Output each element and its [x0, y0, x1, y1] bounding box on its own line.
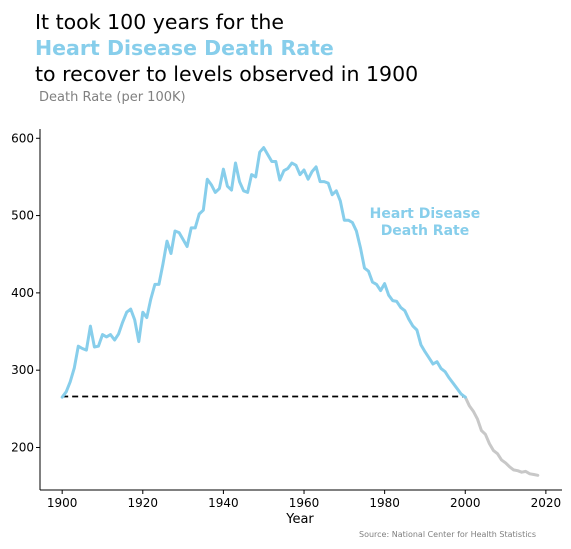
- source-note: Source: National Center for Health Stati…: [359, 530, 536, 539]
- y-tick-label: 200: [11, 440, 34, 454]
- x-tick-label: 2020: [531, 496, 562, 510]
- chart-title: It took 100 years for the Heart Disease …: [35, 9, 565, 87]
- series-layer: [60, 146, 540, 477]
- x-tick-label: 1900: [47, 496, 78, 510]
- title-line-2: Heart Disease Death Rate: [35, 36, 334, 60]
- y-ticks: 200 300 400 500 600: [11, 131, 40, 454]
- series-annotation-line-2: Death Rate: [381, 223, 470, 239]
- y-axis-subtitle: Death Rate (per 100K): [39, 90, 186, 105]
- title-line-1: It took 100 years for the: [35, 10, 285, 34]
- x-axis-label: Year: [285, 512, 314, 527]
- x-tick-label: 1920: [128, 496, 159, 510]
- x-tick-label: 2000: [450, 496, 481, 510]
- series-annotation-line-1: Heart Disease: [370, 206, 481, 222]
- y-tick-label: 500: [11, 209, 34, 223]
- heart-disease-series-line: [60, 146, 467, 399]
- x-ticks: 1900 1920 1940 1960 1980 2000 2020: [47, 490, 561, 510]
- x-tick-label: 1980: [369, 496, 400, 510]
- title-line-3: to recover to levels observed in 1900: [35, 62, 419, 86]
- y-tick-label: 400: [11, 286, 34, 300]
- projection-series-line: [463, 395, 540, 477]
- y-tick-label: 600: [11, 131, 34, 145]
- y-tick-label: 300: [11, 363, 34, 377]
- x-tick-label: 1960: [289, 496, 320, 510]
- axes: [39, 129, 562, 491]
- x-tick-label: 1940: [208, 496, 239, 510]
